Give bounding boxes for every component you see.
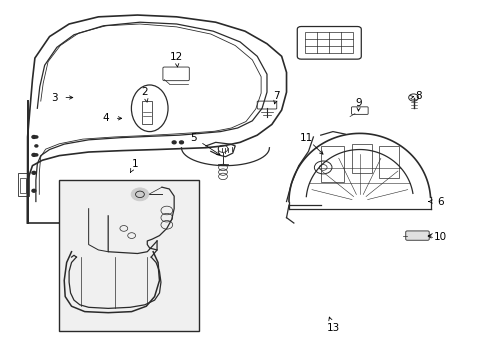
Circle shape (35, 136, 38, 138)
Bar (352, 144, 372, 173)
Bar (59, 180, 198, 330)
Text: 9: 9 (356, 98, 362, 108)
Text: 11: 11 (299, 133, 313, 143)
Bar (143, 101, 152, 125)
FancyBboxPatch shape (406, 231, 429, 240)
Text: 13: 13 (326, 323, 340, 333)
Text: 4: 4 (102, 113, 109, 123)
Text: 8: 8 (415, 91, 422, 101)
Bar (379, 146, 399, 178)
Text: 5: 5 (191, 133, 197, 143)
Text: 6: 6 (437, 197, 444, 207)
Text: 7: 7 (273, 91, 280, 101)
Circle shape (179, 141, 183, 144)
Text: 12: 12 (170, 52, 183, 62)
Text: 1: 1 (132, 159, 138, 169)
Text: 3: 3 (51, 93, 58, 103)
Circle shape (32, 189, 36, 192)
Circle shape (131, 188, 149, 201)
Bar (321, 146, 344, 182)
Circle shape (35, 145, 38, 147)
Bar (305, 32, 353, 53)
Circle shape (32, 171, 36, 174)
Circle shape (35, 154, 38, 156)
Circle shape (32, 135, 36, 138)
Circle shape (32, 153, 36, 156)
Bar (18, 173, 28, 196)
Text: 10: 10 (434, 232, 447, 242)
Bar (20, 178, 26, 193)
Text: 2: 2 (142, 87, 148, 97)
Circle shape (172, 141, 176, 144)
